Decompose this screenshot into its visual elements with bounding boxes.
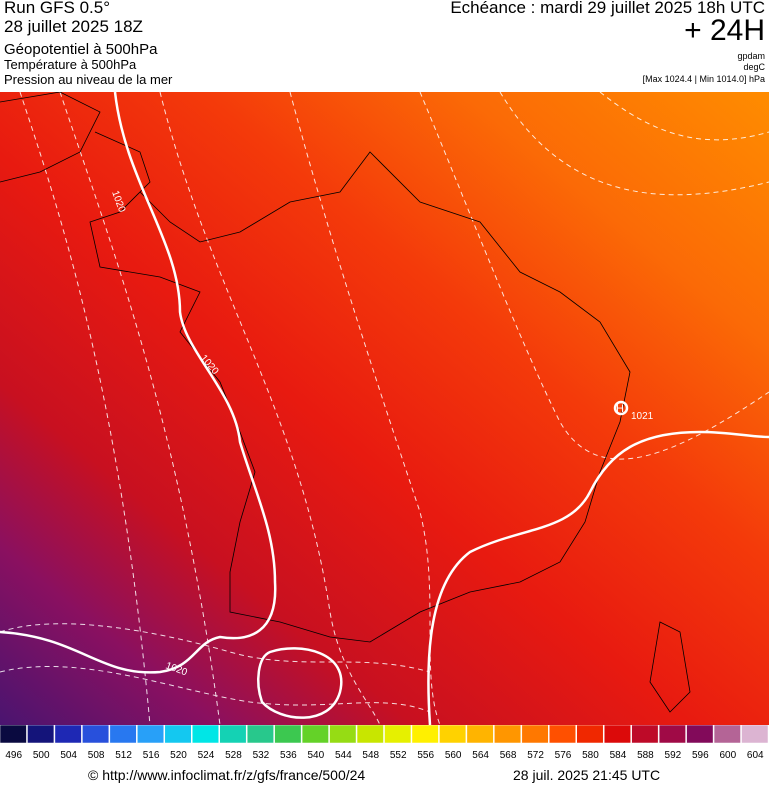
scale-swatch <box>356 725 384 744</box>
scale-label: 584 <box>610 750 627 761</box>
scale-swatch <box>82 725 110 744</box>
scale-label: 516 <box>143 750 160 761</box>
scale-label: 544 <box>335 750 352 761</box>
field-label: Pression au niveau de la mer <box>4 72 173 87</box>
scale-swatch <box>329 725 357 744</box>
coastline <box>0 92 691 713</box>
scale-swatch <box>686 725 714 744</box>
high-marker: H <box>616 403 624 415</box>
unit-label: degC <box>743 62 765 72</box>
run-label: Run GFS 0.5° <box>4 0 111 17</box>
scale-label: 596 <box>692 750 709 761</box>
scale-label: 568 <box>500 750 517 761</box>
generated-time: 28 juil. 2025 21:45 UTC <box>513 767 661 783</box>
scale-label: 548 <box>362 750 379 761</box>
scale-swatch <box>301 725 329 744</box>
scale-swatch <box>0 725 27 744</box>
scale-label: 496 <box>5 750 22 761</box>
field-background <box>0 92 769 725</box>
scale-label: 576 <box>555 750 572 761</box>
scale-swatch <box>54 725 82 744</box>
scale-label: 560 <box>445 750 462 761</box>
scale-label: 532 <box>253 750 270 761</box>
scale-swatch <box>521 725 549 744</box>
scale-label: 592 <box>665 750 682 761</box>
contour-label: 1021 <box>631 411 654 422</box>
scale-label: 520 <box>170 750 187 761</box>
scale-label: 580 <box>582 750 599 761</box>
isotherms <box>0 92 769 725</box>
scale-swatch <box>466 725 494 744</box>
scale-label: 552 <box>390 750 407 761</box>
scale-swatch <box>246 725 274 744</box>
scale-swatch <box>741 725 769 744</box>
scale-swatch <box>411 725 439 744</box>
scale-label: 536 <box>280 750 297 761</box>
isobars <box>0 92 769 725</box>
lead-time: + 24H <box>684 14 765 47</box>
scale-swatch <box>713 725 741 744</box>
scale-label: 508 <box>88 750 105 761</box>
color-scale: 496 500 504 508 512 516 520 524 528 532 536 540 544 5… <box>0 725 769 761</box>
scale-swatch <box>192 725 219 744</box>
valid-time: Echéance : mardi 29 juillet 2025 18h UTC <box>450 0 765 17</box>
scale-swatch <box>603 725 631 744</box>
extremes: [Max 1024.4 | Min 1014.0] hPa <box>642 74 765 84</box>
scale-swatch <box>494 725 522 744</box>
scale-label: 564 <box>472 750 489 761</box>
scale-label: 528 <box>225 750 242 761</box>
scale-swatch <box>439 725 467 744</box>
scale-label: 556 <box>417 750 434 761</box>
scale-label: 588 <box>637 750 654 761</box>
map: 1020 1020 1020 H 1021 <box>0 92 769 725</box>
field-label: Géopotentiel à 500hPa <box>4 41 158 58</box>
scale-swatch <box>137 725 165 744</box>
scale-label: 512 <box>115 750 132 761</box>
field-label: Température à 500hPa <box>4 57 137 72</box>
scale-swatch <box>549 725 576 744</box>
scale-swatch <box>109 725 137 744</box>
scale-swatch <box>384 725 412 744</box>
unit-label: gpdam <box>737 51 765 61</box>
scale-label: 604 <box>747 750 764 761</box>
scale-label: 540 <box>307 750 324 761</box>
scale-swatch <box>658 725 686 744</box>
scale-swatch <box>27 725 55 744</box>
source: © http://www.infoclimat.fr/z/gfs/france/… <box>88 767 366 783</box>
run-date: 28 juillet 2025 18Z <box>4 17 143 36</box>
scale-swatch <box>219 725 247 744</box>
scale-label: 524 <box>198 750 215 761</box>
scale-swatch <box>576 725 604 744</box>
scale-label: 504 <box>60 750 77 761</box>
scale-label: 572 <box>527 750 544 761</box>
scale-swatch <box>164 725 192 744</box>
scale-swatch <box>274 725 302 744</box>
scale-swatch <box>631 725 659 744</box>
scale-label: 500 <box>33 750 50 761</box>
scale-label: 600 <box>719 750 736 761</box>
